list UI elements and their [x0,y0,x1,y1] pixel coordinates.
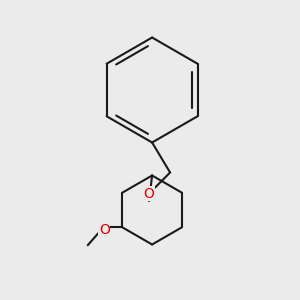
Text: O: O [99,223,110,237]
Text: O: O [144,187,154,200]
